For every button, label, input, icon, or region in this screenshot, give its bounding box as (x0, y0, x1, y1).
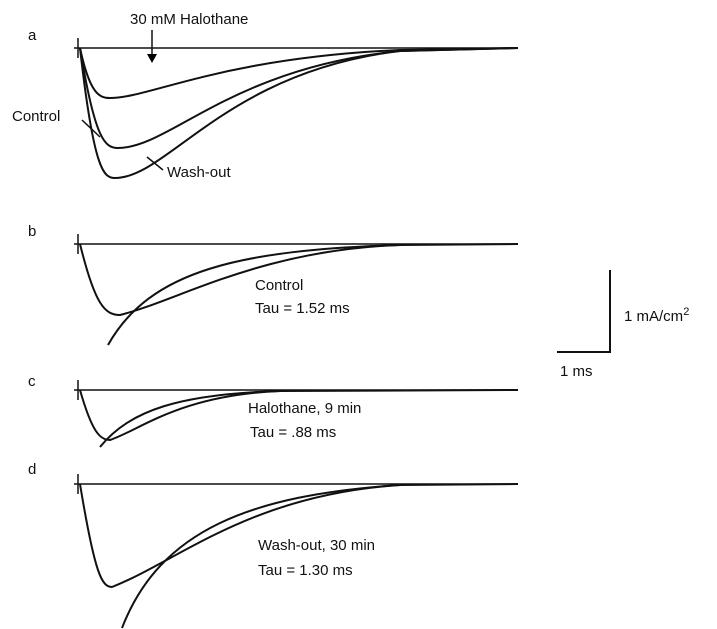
label: Wash-out, 30 min (258, 537, 375, 554)
label: Control (255, 277, 303, 294)
scale-label: 1 mA/cm2 (624, 306, 689, 325)
panel-letter: b (28, 223, 36, 240)
fit (107, 244, 401, 346)
fit (99, 390, 281, 448)
trace (79, 47, 519, 100)
trace (79, 243, 519, 317)
trace (79, 47, 519, 180)
exponent: 2 (683, 306, 689, 318)
label: Wash-out (167, 164, 231, 181)
arrow (81, 119, 101, 138)
label: Tau = 1.30 ms (258, 562, 353, 579)
arrow-head (147, 54, 157, 63)
fit (121, 484, 401, 629)
arrow (146, 156, 164, 171)
label: Tau = 1.52 ms (255, 300, 350, 317)
unit: 1 mA/cm (624, 308, 683, 325)
trace (79, 389, 519, 442)
scale-label: 1 ms (560, 363, 593, 380)
label: Halothane, 9 min (248, 400, 361, 417)
trace (79, 483, 519, 589)
panel-letter: a (28, 27, 37, 44)
label: 30 mM Halothane (130, 11, 248, 28)
trace (79, 47, 519, 150)
label: Tau = .88 ms (250, 424, 336, 441)
panel-letter: c (28, 373, 36, 390)
label: Control (12, 108, 60, 125)
panel-letter: d (28, 461, 36, 478)
